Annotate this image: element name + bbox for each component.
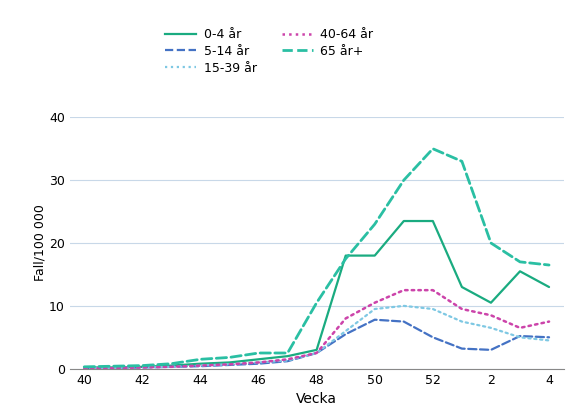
X-axis label: Vecka: Vecka: [296, 392, 337, 406]
Legend: 0-4 år, 5-14 år, 15-39 år, 40-64 år, 65 år+: 0-4 år, 5-14 år, 15-39 år, 40-64 år, 65 …: [165, 28, 374, 75]
Y-axis label: Fall/100 000: Fall/100 000: [33, 204, 46, 282]
